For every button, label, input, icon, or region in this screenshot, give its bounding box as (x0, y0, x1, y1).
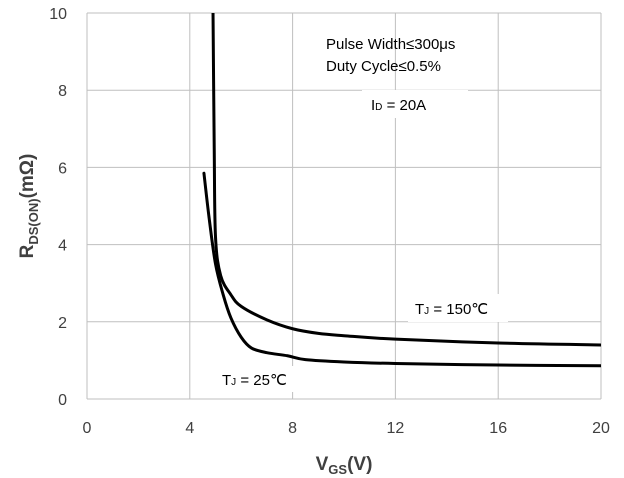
x-tick-label: 8 (288, 420, 297, 437)
x-tick-label: 12 (387, 420, 405, 437)
annotation-tj150-sub: J (424, 306, 429, 317)
y-tick-label: 4 (58, 238, 67, 255)
x-tick-label: 4 (185, 420, 194, 437)
annotation-id-bg (362, 90, 468, 118)
annotation-tj25-bg (216, 366, 306, 392)
y-tick-label: 10 (49, 6, 67, 23)
x-axis-title: VGS(V) (316, 454, 373, 477)
annotation-tj150-tail: = 150℃ (429, 301, 488, 318)
annotation-tj150: TJ = 150℃ (415, 301, 488, 318)
x-axis-title-tail: (V) (347, 454, 372, 475)
annotation-duty-cycle: Duty Cycle≤0.5% (326, 58, 441, 75)
annotation-tj150-bg (408, 294, 508, 322)
annotation-pulse-width: Pulse Width≤300μs (326, 36, 455, 53)
x-tick-label: 0 (83, 420, 92, 437)
annotation-tj25-sub: J (231, 377, 236, 388)
y-axis-title-tail: (mΩ) (17, 154, 38, 199)
y-axis-title-main: R (17, 244, 38, 258)
x-tick-label: 20 (592, 420, 610, 437)
x-tick-label: 16 (489, 420, 507, 437)
tick-labels: 0 4 8 12 16 20 0 2 4 6 8 10 (49, 6, 610, 437)
annotation-id-tail: = 20A (382, 97, 426, 114)
x-axis-title-main: V (316, 454, 329, 475)
y-tick-label: 8 (58, 83, 67, 100)
y-tick-label: 0 (58, 392, 67, 409)
annotation-id-main: I (371, 97, 375, 114)
y-tick-label: 2 (58, 315, 67, 332)
series-line-tj25 (202, 171, 601, 368)
series-layer (202, 13, 601, 368)
x-axis-title-sub: GS (328, 462, 347, 477)
annotation-id-sub: D (375, 102, 382, 113)
grid (86, 12, 602, 400)
annotation-tj25-main: T (222, 372, 231, 389)
annotation-tj25-tail: = 25℃ (236, 372, 287, 389)
y-tick-label: 6 (58, 160, 67, 177)
y-axis-title: RDS(ON)(mΩ) (17, 154, 41, 259)
annotation-tj25: TJ = 25℃ (222, 372, 287, 389)
series-line-tj150 (211, 13, 601, 347)
annotation-drain-current: ID = 20A (371, 97, 426, 114)
annotation-tj150-main: T (415, 301, 424, 318)
y-axis-title-sub: DS(ON) (26, 198, 41, 244)
